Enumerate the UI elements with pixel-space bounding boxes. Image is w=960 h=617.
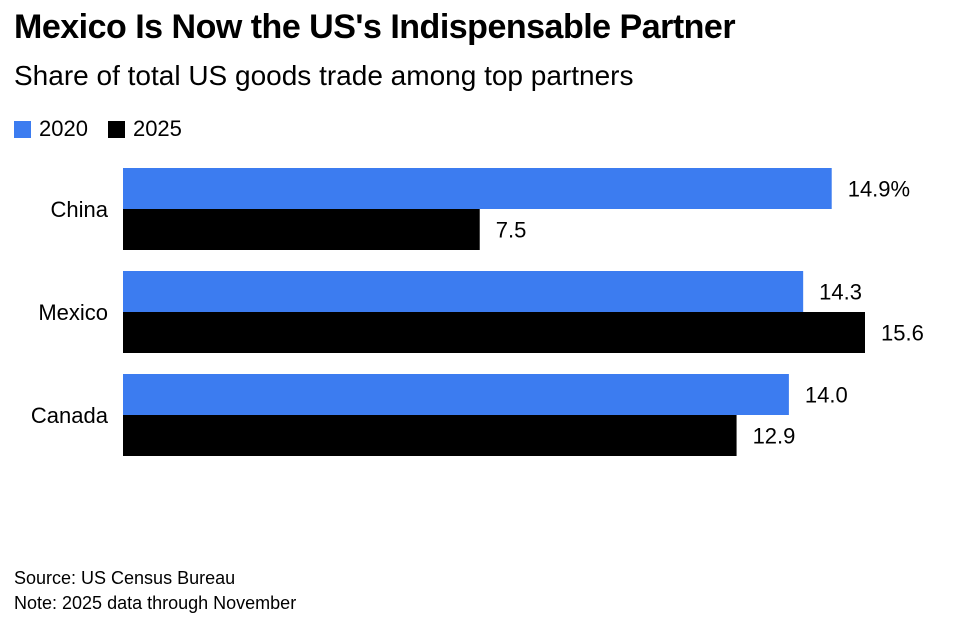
data-label-china-2025: 7.5 <box>496 218 527 243</box>
chart-subtitle: Share of total US goods trade among top … <box>14 60 634 91</box>
legend-label-2025: 2025 <box>132 116 182 141</box>
source-note: Source: US Census Bureau <box>14 568 236 588</box>
legend-item-2025: 2025 <box>107 116 182 142</box>
data-label-canada-2020: 14.0 <box>805 383 848 408</box>
bar-mexico-2025 <box>123 312 865 353</box>
legend-label-2020: 2020 <box>39 116 88 141</box>
category-label-canada: Canada <box>31 403 109 428</box>
bar-china-2020 <box>123 168 832 209</box>
chart-footer: Source: US Census Bureau Note: 2025 data… <box>14 566 296 616</box>
bar-china-2025 <box>123 209 480 250</box>
legend-item-2020: 2020 <box>14 116 88 142</box>
bar-mexico-2020 <box>123 271 804 312</box>
data-label-china-2020: 14.9% <box>848 177 910 202</box>
data-label-canada-2025: 12.9 <box>753 424 796 449</box>
bar-canada-2020 <box>123 374 789 415</box>
bar-chart: China 14.9% 7.5 Mexico 14.3 15.6 Canada 14.0 12.… <box>31 168 924 456</box>
category-label-china: China <box>51 197 109 222</box>
bar-canada-2025 <box>123 415 737 456</box>
data-label-mexico-2025: 15.6 <box>881 321 924 346</box>
data-label-mexico-2020: 14.3 <box>819 280 862 305</box>
category-label-mexico: Mexico <box>38 300 108 325</box>
chart-title: Mexico Is Now the US's Indispensable Par… <box>14 8 736 46</box>
legend-swatch-2020 <box>14 120 31 138</box>
data-note: Note: 2025 data through November <box>14 593 297 613</box>
legend-swatch-2025 <box>107 120 125 138</box>
legend: 2020 2025 <box>14 116 182 142</box>
